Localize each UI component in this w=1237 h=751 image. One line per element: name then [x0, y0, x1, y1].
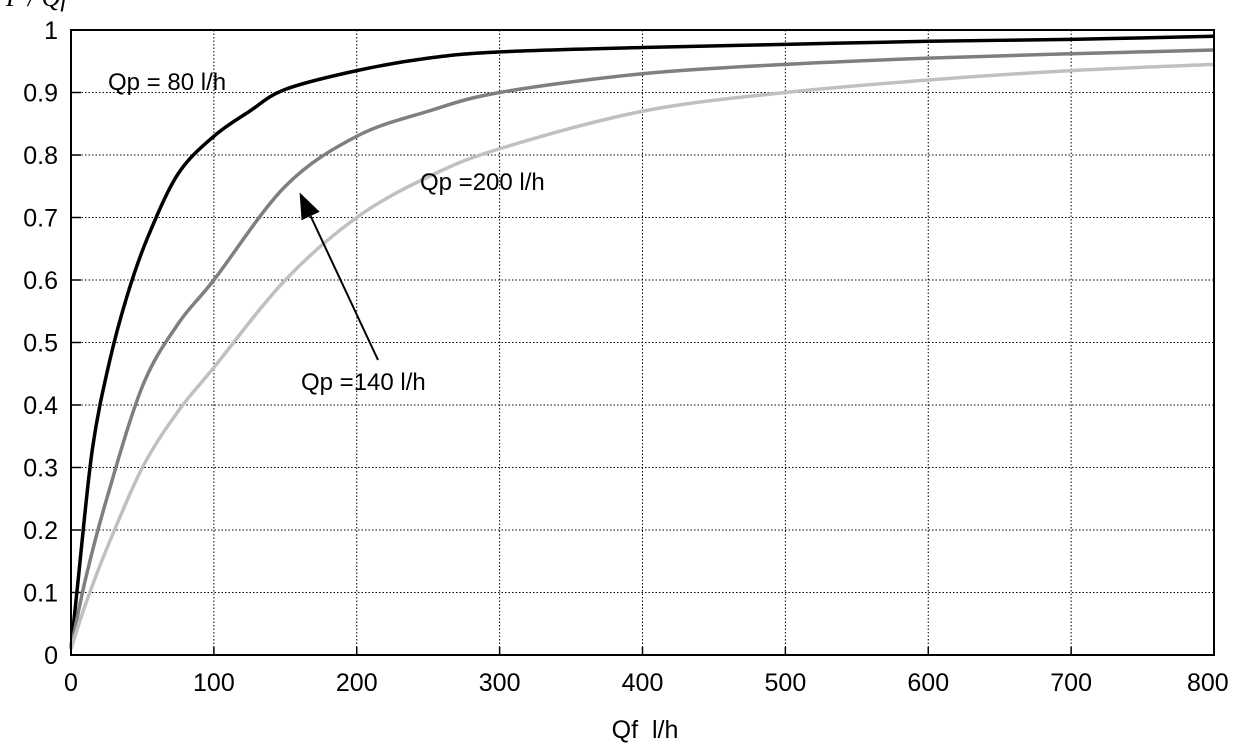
- x-tick-label: 500: [765, 669, 807, 697]
- x-tick-label: 400: [622, 669, 664, 697]
- series-line-0: [69, 34, 1215, 649]
- y-tick-label: 0.3: [23, 455, 58, 483]
- y-tick-label: 0.8: [23, 142, 58, 170]
- y-tick-label: 0.5: [23, 330, 58, 358]
- x-tick-label: 300: [479, 669, 521, 697]
- y-axis-label: P / Qf: [5, 0, 71, 12]
- y-tick-label: 0.2: [23, 517, 58, 545]
- x-tick-label: 100: [193, 669, 235, 697]
- y-tick-label: 0.1: [23, 580, 58, 608]
- x-tick-label: 200: [336, 669, 378, 697]
- series-line-1: [69, 48, 1215, 650]
- x-tick-label: 0: [64, 669, 78, 697]
- x-tick-label: 700: [1050, 669, 1092, 697]
- x-axis-label: Qf l/h: [612, 716, 679, 744]
- y-tick-label: 0.7: [23, 205, 58, 233]
- annotation-qp200: Qp =200 l/h: [420, 169, 545, 196]
- y-tick-label: 0: [44, 642, 58, 670]
- annotation-qp80: Qp = 80 l/h: [108, 69, 226, 96]
- y-tick-label: 1: [44, 17, 58, 45]
- plot-frame: [70, 29, 1215, 656]
- annotation-arrow-head: [299, 192, 320, 221]
- x-tick-label: 600: [907, 669, 949, 697]
- annotation-arrow-line: [309, 215, 379, 361]
- annotation-qp140: Qp =140 l/h: [301, 369, 426, 396]
- tick-labels: 0 100 200 300 400 500 600 700 800 0 0.1 0.2 0.3 0.4 0.…: [23, 17, 1228, 697]
- grid-lines: [70, 29, 1215, 656]
- y-tick-label: 0.9: [23, 80, 58, 108]
- y-tick-label: 0.4: [23, 392, 58, 420]
- series-lines: [69, 34, 1215, 650]
- y-tick-label: 0.6: [23, 267, 58, 295]
- series-line-2: [69, 62, 1215, 650]
- x-tick-label: 800: [1187, 669, 1229, 697]
